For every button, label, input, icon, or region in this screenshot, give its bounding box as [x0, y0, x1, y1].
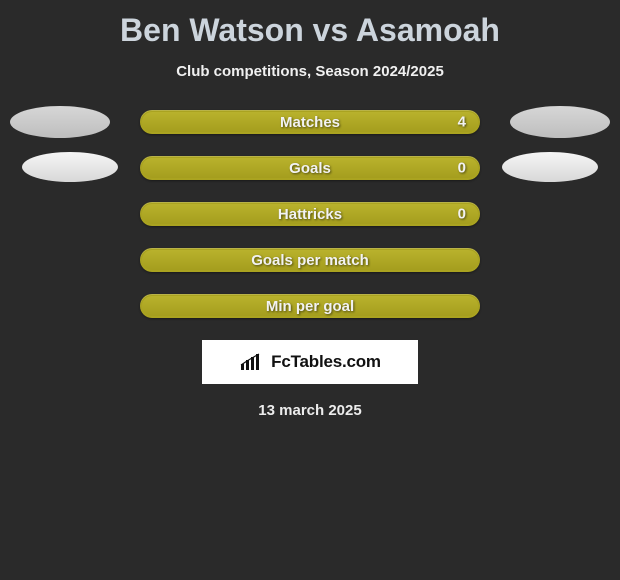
source-logo-text: FcTables.com — [271, 352, 381, 372]
stat-bar: Min per goal — [140, 294, 480, 318]
subtitle: Club competitions, Season 2024/2025 — [176, 63, 444, 80]
stat-label: Hattricks — [278, 206, 342, 223]
stat-label: Goals per match — [251, 252, 369, 269]
stat-bar: Matches 4 — [140, 110, 480, 134]
stat-bar: Hattricks 0 — [140, 202, 480, 226]
stat-value-right: 0 — [458, 206, 466, 223]
stat-row-min-per-goal: Min per goal — [0, 294, 620, 318]
stat-label: Goals — [289, 160, 331, 177]
stat-row-hattricks: Hattricks 0 — [0, 202, 620, 226]
stat-label: Min per goal — [266, 298, 354, 315]
stat-bar: Goals per match — [140, 248, 480, 272]
stat-value-right: 0 — [458, 160, 466, 177]
left-value-ellipse — [10, 106, 110, 138]
stat-rows: Matches 4 Goals 0 Hattricks 0 — [0, 110, 620, 318]
bar-chart-icon — [239, 352, 265, 372]
comparison-infographic: Ben Watson vs Asamoah Club competitions,… — [0, 0, 620, 419]
stat-label: Matches — [280, 114, 340, 131]
stat-bar: Goals 0 — [140, 156, 480, 180]
stat-row-goals: Goals 0 — [0, 156, 620, 180]
left-value-ellipse — [22, 152, 118, 182]
page-title: Ben Watson vs Asamoah — [120, 12, 500, 49]
source-logo-box: FcTables.com — [202, 340, 418, 384]
right-value-ellipse — [510, 106, 610, 138]
stat-row-matches: Matches 4 — [0, 110, 620, 134]
stat-row-goals-per-match: Goals per match — [0, 248, 620, 272]
generated-date: 13 march 2025 — [258, 402, 361, 419]
stat-value-right: 4 — [458, 114, 466, 131]
right-value-ellipse — [502, 152, 598, 182]
